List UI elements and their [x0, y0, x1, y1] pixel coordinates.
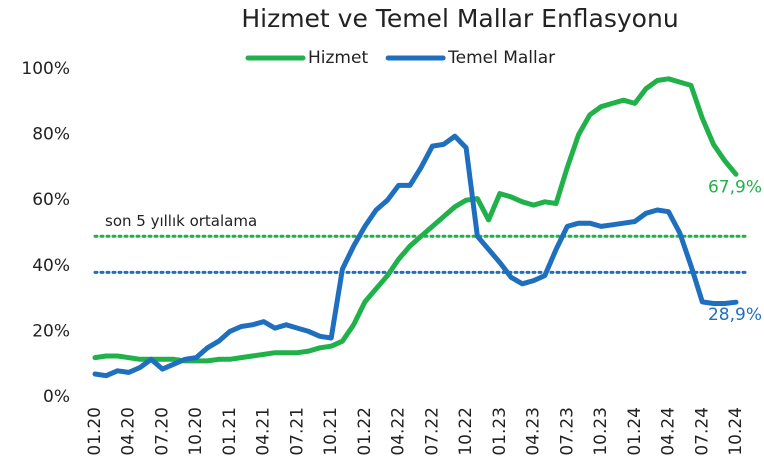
x-tick-label: 07.20 — [152, 407, 172, 456]
x-tick-label: 07.21 — [287, 407, 307, 456]
reference-label: son 5 yıllık ortalama — [105, 212, 257, 230]
x-tick-label: 04.23 — [524, 407, 544, 456]
y-tick-label: 100% — [21, 59, 70, 79]
y-tick-label: 60% — [32, 190, 70, 210]
y-tick-label: 0% — [43, 387, 70, 407]
x-tick-label: 01.22 — [355, 407, 375, 456]
x-tick-label: 10.22 — [456, 407, 476, 456]
x-tick-label: 07.23 — [557, 407, 577, 456]
x-tick-label: 04.22 — [389, 407, 409, 456]
x-tick-label: 10.24 — [726, 407, 746, 456]
x-tick-label: 04.24 — [659, 407, 679, 456]
x-tick-label: 04.21 — [254, 407, 274, 456]
series-line — [92, 76, 739, 364]
end-label: 67,9% — [708, 177, 762, 197]
y-tick-label: 20% — [32, 321, 70, 341]
chart-title: Hizmet ve Temel Mallar Enflasyonu — [241, 4, 678, 33]
x-tick-label: 07.22 — [422, 407, 442, 456]
y-tick-label: 40% — [32, 256, 70, 276]
x-tick-label: 07.24 — [692, 407, 712, 456]
y-tick-label: 80% — [32, 125, 70, 145]
x-tick-label: 01.24 — [625, 407, 645, 456]
x-tick-label: 01.23 — [490, 407, 510, 456]
x-tick-label: 10.21 — [321, 407, 341, 456]
x-tick-label: 01.21 — [220, 407, 240, 456]
end-label: 28,9% — [708, 305, 762, 325]
legend-label: Hizmet — [308, 48, 368, 68]
series-line — [92, 133, 739, 379]
x-tick-label: 04.20 — [119, 407, 139, 456]
x-tick-label: 10.20 — [186, 407, 206, 456]
legend-label: Temel Mallar — [447, 48, 555, 68]
x-tick-label: 01.20 — [85, 407, 105, 456]
x-tick-label: 10.23 — [591, 407, 611, 456]
